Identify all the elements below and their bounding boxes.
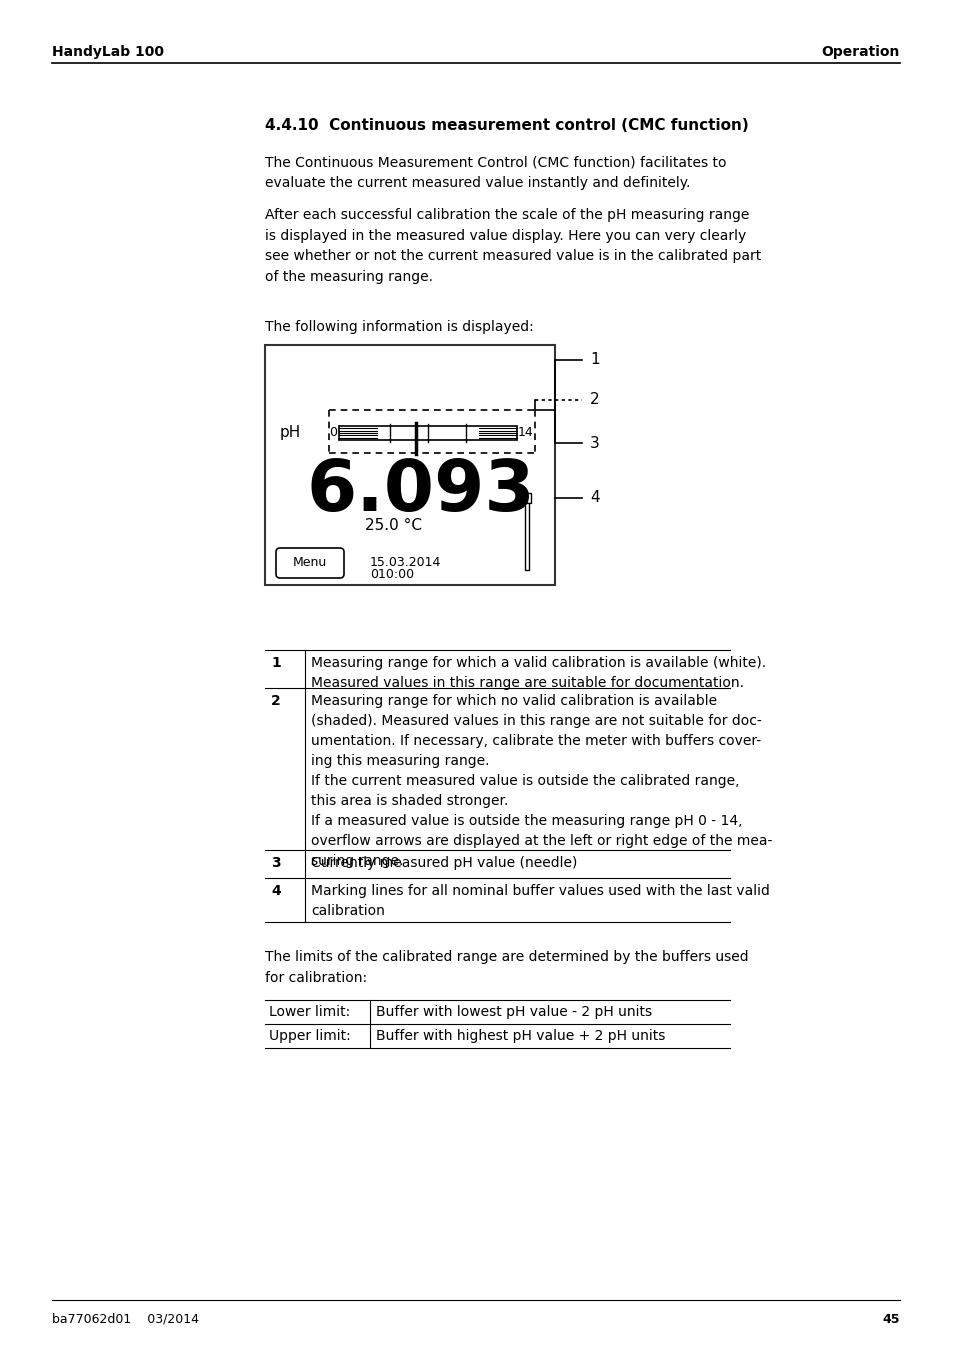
Text: 0: 0 <box>329 427 336 440</box>
Text: Lower limit:: Lower limit: <box>269 1004 350 1019</box>
Text: 2: 2 <box>271 694 280 707</box>
FancyBboxPatch shape <box>275 548 344 578</box>
Text: After each successful calibration the scale of the pH measuring range
is display: After each successful calibration the sc… <box>265 208 760 284</box>
Bar <box>338 427 517 440</box>
Bar <box>524 504 529 570</box>
Text: The Continuous Measurement Control (CMC function) facilitates to
evaluate the cu: The Continuous Measurement Control (CMC … <box>265 155 726 189</box>
Text: The limits of the calibrated range are determined by the buffers used
for calibr: The limits of the calibrated range are d… <box>265 950 748 984</box>
Text: 010:00: 010:00 <box>370 568 414 580</box>
Bar <box>338 427 517 440</box>
Text: Buffer with highest pH value + 2 pH units: Buffer with highest pH value + 2 pH unit… <box>375 1029 664 1044</box>
Text: 1: 1 <box>589 352 599 367</box>
Text: 45: 45 <box>882 1314 899 1326</box>
Text: The following information is displayed:: The following information is displayed: <box>265 320 533 333</box>
Text: HandyLab 100: HandyLab 100 <box>52 45 164 59</box>
Text: 15.03.2014: 15.03.2014 <box>370 556 441 568</box>
Text: Operation: Operation <box>821 45 899 59</box>
Text: 4: 4 <box>271 884 280 898</box>
Bar <box>478 427 517 440</box>
Text: Menu: Menu <box>293 556 327 570</box>
Text: Upper limit:: Upper limit: <box>269 1029 351 1044</box>
Text: Measuring range for which no valid calibration is available
(shaded). Measured v: Measuring range for which no valid calib… <box>311 694 772 868</box>
Text: 25.0 °C: 25.0 °C <box>365 518 421 533</box>
Text: 6.093: 6.093 <box>307 458 536 526</box>
Text: Measuring range for which a valid calibration is available (white).
Measured val: Measuring range for which a valid calibr… <box>311 656 765 690</box>
Text: Buffer with lowest pH value - 2 pH units: Buffer with lowest pH value - 2 pH units <box>375 1004 652 1019</box>
Text: Currently measured pH value (needle): Currently measured pH value (needle) <box>311 856 577 869</box>
Text: pH: pH <box>280 425 301 440</box>
Text: 1: 1 <box>271 656 280 670</box>
Text: 4: 4 <box>589 490 599 505</box>
Bar <box>338 427 376 440</box>
Bar <box>265 346 555 585</box>
Text: 4.4.10  Continuous measurement control (CMC function): 4.4.10 Continuous measurement control (C… <box>265 117 748 134</box>
Text: 3: 3 <box>589 436 599 451</box>
Text: ba77062d01    03/2014: ba77062d01 03/2014 <box>52 1314 199 1326</box>
Text: Marking lines for all nominal buffer values used with the last valid
calibration: Marking lines for all nominal buffer val… <box>311 884 769 918</box>
Text: 3: 3 <box>271 856 280 869</box>
Bar <box>522 493 531 504</box>
Text: 2: 2 <box>589 393 599 408</box>
Text: 14: 14 <box>517 427 533 440</box>
